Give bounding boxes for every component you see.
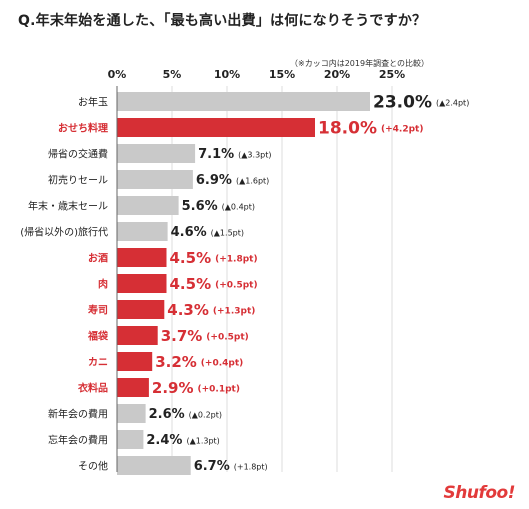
category-label: お年玉 [78, 96, 108, 109]
category-label: 年末・歳末セール [28, 200, 108, 213]
category-label: (帰省以外の)旅行代 [20, 226, 108, 239]
category-label: カニ [88, 357, 108, 369]
value-label: 2.9% [152, 379, 194, 397]
change-label: (▲1.6pt) [236, 177, 269, 186]
value-label: 5.6% [182, 199, 218, 214]
category-label: 新年会の費用 [48, 408, 108, 421]
value-label: 6.9% [196, 173, 232, 188]
change-label: (▲0.4pt) [222, 203, 255, 212]
value-label: 4.3% [167, 301, 209, 319]
change-label: (▲1.5pt) [211, 229, 244, 238]
x-tick-label: 20% [324, 68, 350, 81]
category-label: 衣料品 [78, 382, 108, 395]
bar [117, 430, 144, 449]
change-label: (+1.8pt) [215, 255, 257, 265]
change-label: (▲3.3pt) [238, 151, 271, 160]
bar [117, 222, 168, 241]
value-label: 2.6% [149, 407, 185, 422]
bar [117, 196, 179, 215]
bar [117, 144, 196, 163]
change-label: (▲0.2pt) [189, 411, 222, 420]
category-label: 肉 [98, 278, 108, 291]
value-label: 7.1% [198, 147, 234, 162]
bar [117, 274, 167, 293]
change-label: (+0.5pt) [206, 333, 248, 343]
bar [117, 378, 149, 397]
bar [117, 170, 193, 189]
bar [117, 326, 158, 345]
value-label: 3.7% [161, 327, 203, 345]
category-label: 初売りセール [48, 174, 108, 187]
chart-title: Q.年末年始を通した、「最も高い出費」は何になりそうですか？ [18, 13, 427, 29]
comparison-note: （※カッコ内は2019年調査との比較） [290, 59, 429, 68]
change-label: (+1.8pt) [234, 463, 268, 472]
value-label: 3.2% [155, 353, 197, 371]
category-label: 福袋 [87, 330, 109, 343]
bar [117, 92, 370, 111]
shufoo-logo: Shufoo! [443, 483, 516, 503]
value-label: 2.4% [146, 433, 182, 448]
x-tick-label: 10% [214, 68, 240, 81]
change-label: (+0.5pt) [215, 281, 257, 291]
change-label: (+1.3pt) [213, 307, 255, 317]
bar [117, 352, 153, 371]
x-tick-label: 0% [108, 68, 127, 81]
category-label: 帰省の交通費 [48, 148, 108, 161]
value-label: 4.5% [170, 275, 212, 293]
value-label: 18.0% [318, 119, 377, 139]
category-label: おせち料理 [58, 122, 108, 135]
category-label: 寿司 [88, 304, 108, 317]
value-label: 23.0% [373, 93, 432, 113]
category-label: お酒 [88, 252, 108, 265]
change-label: (+4.2pt) [381, 125, 423, 135]
bar [117, 404, 146, 423]
value-label: 4.6% [171, 225, 207, 240]
change-label: (▲2.4pt) [436, 99, 469, 108]
bar [117, 300, 165, 319]
change-label: (▲1.3pt) [186, 437, 219, 446]
bar [117, 248, 167, 267]
x-tick-label: 15% [269, 68, 295, 81]
value-label: 4.5% [170, 249, 212, 267]
x-tick-label: 5% [163, 68, 182, 81]
change-label: (+0.1pt) [198, 385, 240, 395]
x-tick-label: 25% [379, 68, 405, 81]
value-label: 6.7% [194, 459, 230, 474]
change-label: (+0.4pt) [201, 359, 243, 369]
category-label: 忘年会の費用 [48, 434, 108, 447]
bar [117, 456, 191, 475]
category-label: その他 [78, 460, 108, 473]
bar [117, 118, 315, 137]
